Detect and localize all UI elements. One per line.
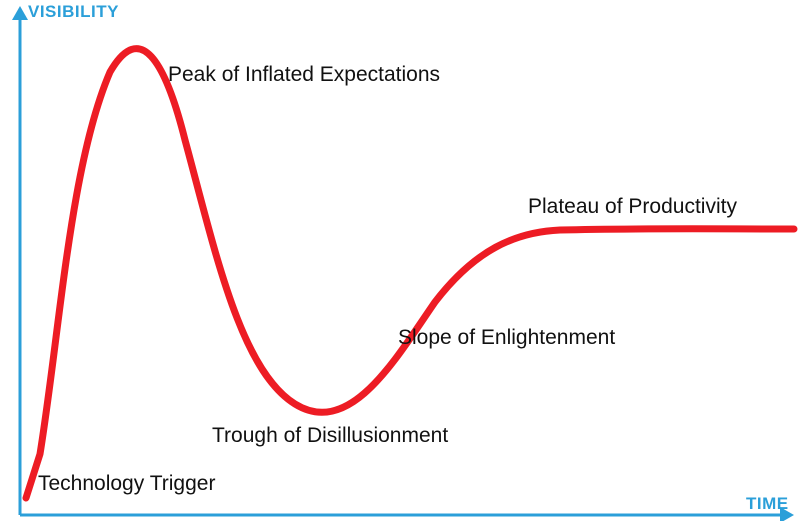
phase-label-tech_trigger: Technology Trigger — [38, 472, 215, 496]
phase-label-plateau: Plateau of Productivity — [528, 195, 737, 219]
y-axis-label: VISIBILITY — [28, 2, 119, 22]
hype-cycle-chart: VISIBILITY TIME Technology Trigger Peak o… — [0, 0, 800, 521]
x-axis-label: TIME — [746, 494, 789, 514]
phase-label-peak: Peak of Inflated Expectations — [168, 63, 440, 87]
phase-label-trough: Trough of Disillusionment — [212, 424, 448, 448]
phase-label-slope: Slope of Enlightenment — [398, 326, 615, 350]
